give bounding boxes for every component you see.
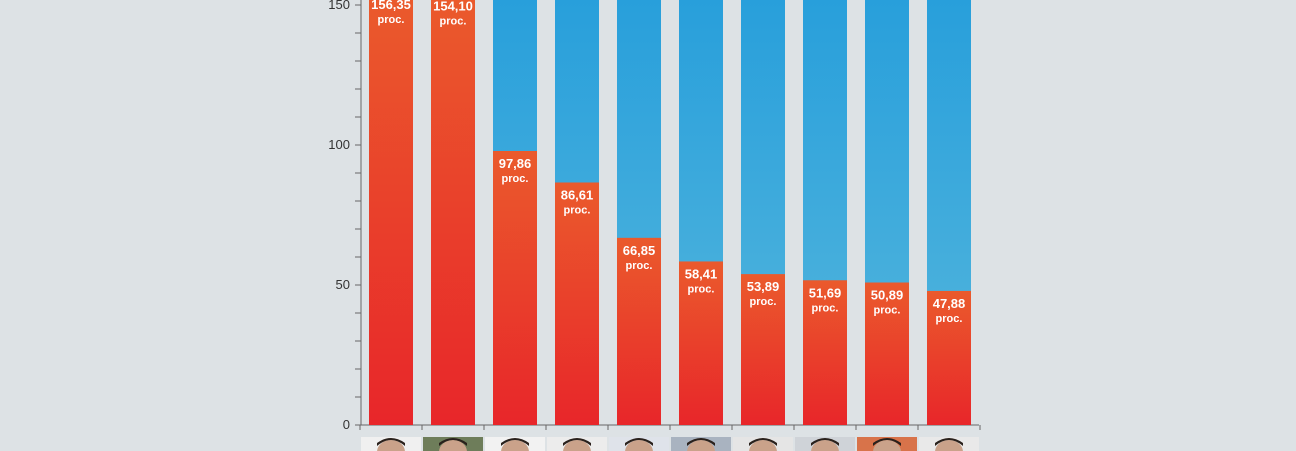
data-label-unit: proc.: [564, 204, 591, 216]
person-photo: [671, 437, 731, 451]
bar: [369, 0, 413, 425]
data-label-unit: proc.: [378, 14, 405, 26]
data-label-unit: proc.: [502, 173, 529, 185]
bar: [865, 282, 909, 425]
data-label: 154,10: [433, 0, 473, 14]
face-icon: [811, 440, 839, 451]
bar: [679, 261, 723, 425]
bar: [803, 280, 847, 425]
data-label: 156,35: [371, 0, 411, 12]
face-icon: [563, 440, 591, 451]
face-icon: [687, 440, 715, 451]
data-label: 51,69: [809, 285, 842, 300]
person-photo: [919, 437, 979, 451]
bar: [927, 290, 971, 425]
hair-icon: [811, 438, 839, 446]
face-icon: [501, 440, 529, 451]
person-photo: [733, 437, 793, 451]
hair-icon: [625, 438, 653, 446]
bars: 156,35 proc. 154,10 proc. 97,86 proc. 86,61 pro…: [369, 0, 971, 425]
y-tick-label: 100: [328, 137, 350, 152]
data-label: 58,41: [685, 266, 718, 281]
face-icon: [749, 440, 777, 451]
hair-icon: [377, 438, 405, 446]
person-photo: [361, 437, 421, 451]
data-label-unit: proc.: [440, 16, 467, 28]
data-label: 53,89: [747, 279, 780, 294]
hair-icon: [873, 438, 901, 446]
face-icon: [377, 440, 405, 451]
hair-icon: [563, 438, 591, 446]
data-label-unit: proc.: [688, 283, 715, 295]
bar: [431, 0, 475, 425]
data-label-unit: proc.: [626, 260, 653, 272]
data-label-unit: proc.: [874, 305, 901, 317]
bar: [493, 150, 537, 425]
person-photo: [609, 437, 669, 451]
hair-icon: [501, 438, 529, 446]
data-label: 50,89: [871, 288, 904, 303]
data-label: 97,86: [499, 156, 532, 171]
face-icon: [439, 440, 467, 451]
person-photo: [423, 437, 483, 451]
portrait-row: [361, 437, 979, 451]
face-icon: [935, 440, 963, 451]
data-label: 47,88: [933, 296, 966, 311]
hair-icon: [687, 438, 715, 446]
bar: [741, 274, 785, 425]
face-icon: [873, 440, 901, 451]
data-label: 66,85: [623, 243, 656, 258]
hair-icon: [935, 438, 963, 446]
bar: [555, 182, 599, 425]
person-photo: [857, 437, 917, 451]
y-tick-label: 50: [336, 277, 350, 292]
bar: [617, 237, 661, 425]
person-photo: [547, 437, 607, 451]
person-photo: [485, 437, 545, 451]
data-label-unit: proc.: [750, 296, 777, 308]
person-photo: [795, 437, 855, 451]
data-label: 86,61: [561, 187, 594, 202]
data-label-unit: proc.: [936, 313, 963, 325]
hair-icon: [749, 438, 777, 446]
y-tick-label: 150: [328, 0, 350, 12]
face-icon: [625, 440, 653, 451]
data-label-unit: proc.: [812, 302, 839, 314]
hair-icon: [439, 438, 467, 446]
y-tick-label: 0: [343, 417, 350, 432]
